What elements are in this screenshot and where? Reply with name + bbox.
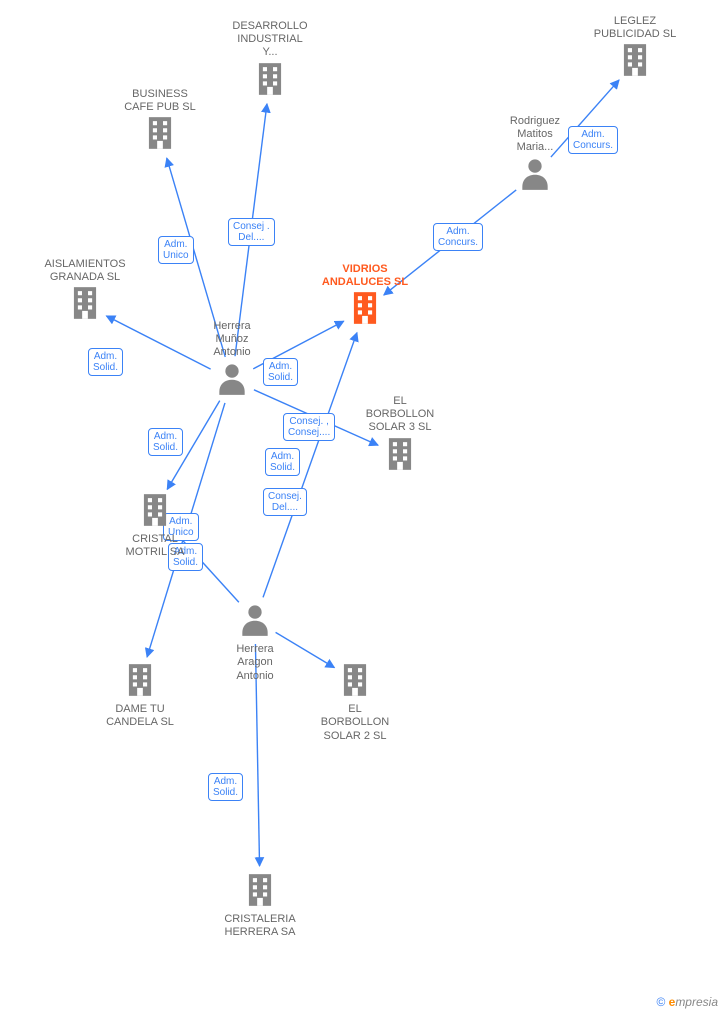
edge-label: Consej. , Consej.... [283, 413, 335, 441]
brand-rest: mpresia [675, 995, 718, 1009]
company-node-leglez[interactable]: LEGLEZPUBLICIDAD SL [580, 15, 690, 84]
person-node-herreraA[interactable]: HerreraAragonAntonio [200, 601, 310, 683]
node-label: VIDRIOSANDALUCES SL [310, 263, 420, 289]
network-diagram: © empresia Adm. Concurs.Adm. Concurs.Adm… [0, 0, 728, 1015]
company-node-borb2[interactable]: ELBORBOLLONSOLAR 2 SL [300, 661, 410, 743]
node-label: LEGLEZPUBLICIDAD SL [580, 15, 690, 41]
edge-label: Adm. Solid. [265, 448, 300, 476]
company-node-borb3[interactable]: ELBORBOLLONSOLAR 3 SL [345, 395, 455, 477]
company-node-business[interactable]: BUSINESSCAFE PUB SL [105, 88, 215, 157]
building-icon [336, 661, 374, 699]
node-label: DESARROLLOINDUSTRIALY... [215, 20, 325, 60]
company-node-cristalM[interactable]: CRISTALMOTRIL SA [100, 491, 210, 560]
footer-credit: © empresia [656, 995, 718, 1009]
company-node-aislam[interactable]: AISLAMIENTOSGRANADA SL [30, 258, 140, 327]
node-label: CRISTALMOTRIL SA [100, 533, 210, 559]
edge-label: Adm. Concurs. [433, 223, 483, 251]
edge-label: Consej . Del.... [228, 218, 275, 246]
building-icon [346, 289, 384, 327]
company-node-dame[interactable]: DAME TUCANDELA SL [85, 661, 195, 730]
person-node-herreraM[interactable]: HerreraMuñozAntonio [177, 320, 287, 402]
person-icon [236, 601, 274, 639]
node-label: RodriguezMatitosMaria... [480, 115, 590, 155]
building-icon [121, 661, 159, 699]
edge-label: Adm. Solid. [148, 428, 183, 456]
building-icon [381, 435, 419, 473]
company-node-vidrios[interactable]: VIDRIOSANDALUCES SL [310, 263, 420, 332]
node-label: HerreraAragonAntonio [200, 643, 310, 683]
node-label: DAME TUCANDELA SL [85, 703, 195, 729]
node-label: AISLAMIENTOSGRANADA SL [30, 258, 140, 284]
building-icon [66, 284, 104, 322]
edge-label: Consej. Del.... [263, 488, 307, 516]
building-icon [251, 60, 289, 98]
building-icon [241, 871, 279, 909]
building-icon [616, 41, 654, 79]
node-label: BUSINESSCAFE PUB SL [105, 88, 215, 114]
company-node-desarrollo[interactable]: DESARROLLOINDUSTRIALY... [215, 20, 325, 102]
company-node-cristaleria[interactable]: CRISTALERIAHERRERA SA [205, 871, 315, 940]
building-icon [141, 114, 179, 152]
person-node-rodriguez[interactable]: RodriguezMatitosMaria... [480, 115, 590, 197]
edge-label: Adm. Solid. [208, 773, 243, 801]
node-label: ELBORBOLLONSOLAR 2 SL [300, 703, 410, 743]
person-icon [516, 155, 554, 193]
edge-label: Adm. Solid. [88, 348, 123, 376]
edge-label: Adm. Unico [158, 236, 194, 264]
copyright-symbol: © [656, 995, 665, 1009]
building-icon [136, 491, 174, 529]
node-label: HerreraMuñozAntonio [177, 320, 287, 360]
node-label: ELBORBOLLONSOLAR 3 SL [345, 395, 455, 435]
node-label: CRISTALERIAHERRERA SA [205, 913, 315, 939]
person-icon [213, 360, 251, 398]
